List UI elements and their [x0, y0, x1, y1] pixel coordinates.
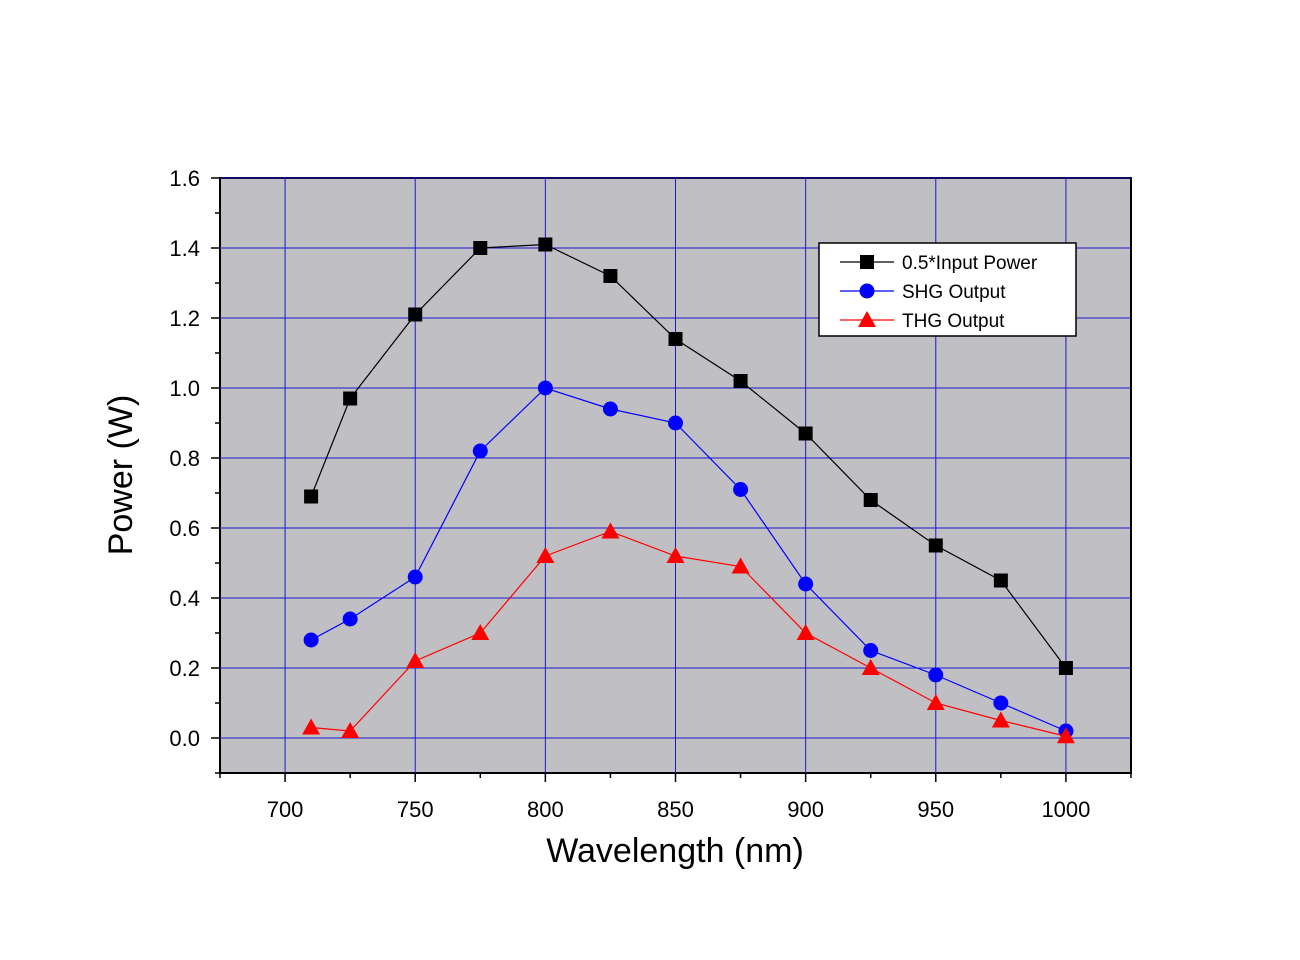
data-point-square [343, 391, 358, 406]
data-point-circle [668, 415, 683, 431]
data-point-square [473, 241, 488, 255]
legend-marker-triangle [858, 311, 876, 327]
y-tick-label: 1.4 [169, 236, 200, 261]
y-tick-label: 0.8 [169, 446, 200, 471]
data-point-square [538, 237, 553, 252]
legend-label-shg-output: SHG Output [902, 282, 1006, 303]
x-tick-labels: 700 750 800 850 900 950 1000 [267, 797, 1091, 822]
data-point-square [993, 573, 1008, 588]
data-point-circle [472, 443, 488, 459]
data-point-circle [537, 380, 553, 396]
data-point-circle [342, 611, 358, 627]
data-point-triangle [1056, 727, 1075, 744]
data-point-triangle [991, 711, 1010, 728]
x-tick-label: 700 [267, 797, 304, 822]
data-point-circle [303, 632, 319, 648]
x-axis-title: Wavelength (nm) [546, 832, 804, 870]
data-point-triangle [666, 547, 685, 563]
data-point-circle [993, 695, 1009, 711]
y-tick-label: 0.4 [169, 586, 200, 611]
y-tick-label: 0.0 [169, 726, 200, 751]
data-point-circle [928, 667, 944, 683]
legend-marker-circle [859, 283, 875, 299]
axis-ticks [211, 177, 1132, 782]
legend-label-input-power: 0.5*Input Power [902, 253, 1038, 274]
x-tick-label: 800 [527, 797, 564, 822]
data-point-square [928, 538, 943, 553]
data-point-circle [407, 569, 423, 585]
x-tick-label: 1000 [1041, 797, 1090, 822]
data-point-square [408, 307, 423, 322]
data-point-circle [733, 482, 749, 497]
series-layer [302, 237, 1075, 744]
data-point-triangle [536, 547, 555, 563]
data-point-triangle [861, 659, 880, 675]
data-point-triangle [471, 624, 490, 640]
data-point-circle [602, 401, 618, 417]
y-tick-labels: 0.0 0.2 0.4 0.6 0.8 1.0 1.2 1.4 1.6 [169, 166, 200, 751]
data-point-triangle [302, 718, 321, 735]
data-point-triangle [601, 522, 620, 539]
data-point-triangle [796, 624, 815, 640]
x-tick-label: 750 [397, 797, 434, 822]
data-point-triangle [341, 722, 360, 738]
y-tick-label: 1.0 [169, 376, 200, 401]
y-axis-title: Power (W) [102, 395, 140, 556]
data-point-square [304, 489, 319, 504]
data-point-square [603, 269, 618, 283]
data-point-square [1058, 661, 1073, 675]
x-tick-label: 850 [657, 797, 694, 822]
data-point-square [863, 493, 878, 507]
y-tick-label: 1.2 [169, 306, 200, 331]
legend-symbols [840, 255, 894, 327]
data-point-triangle [731, 557, 750, 574]
y-tick-label: 0.2 [169, 656, 200, 681]
data-point-circle [798, 576, 814, 592]
data-point-square [668, 332, 683, 346]
legend-marker-square [860, 255, 874, 269]
y-tick-label: 1.6 [169, 166, 200, 191]
data-point-triangle [926, 694, 945, 710]
x-tick-label: 950 [917, 797, 954, 822]
x-tick-label: 900 [787, 797, 824, 822]
y-tick-label: 0.6 [169, 516, 200, 541]
data-point-square [733, 374, 748, 388]
legend: 0.5*Input Power SHG Output THG Output [818, 242, 1077, 337]
series-triangle [302, 522, 1075, 744]
data-point-circle [863, 643, 879, 658]
data-point-square [798, 426, 813, 441]
series-square [304, 237, 1073, 675]
legend-label-thg-output: THG Output [902, 311, 1005, 332]
data-point-triangle [406, 652, 425, 668]
